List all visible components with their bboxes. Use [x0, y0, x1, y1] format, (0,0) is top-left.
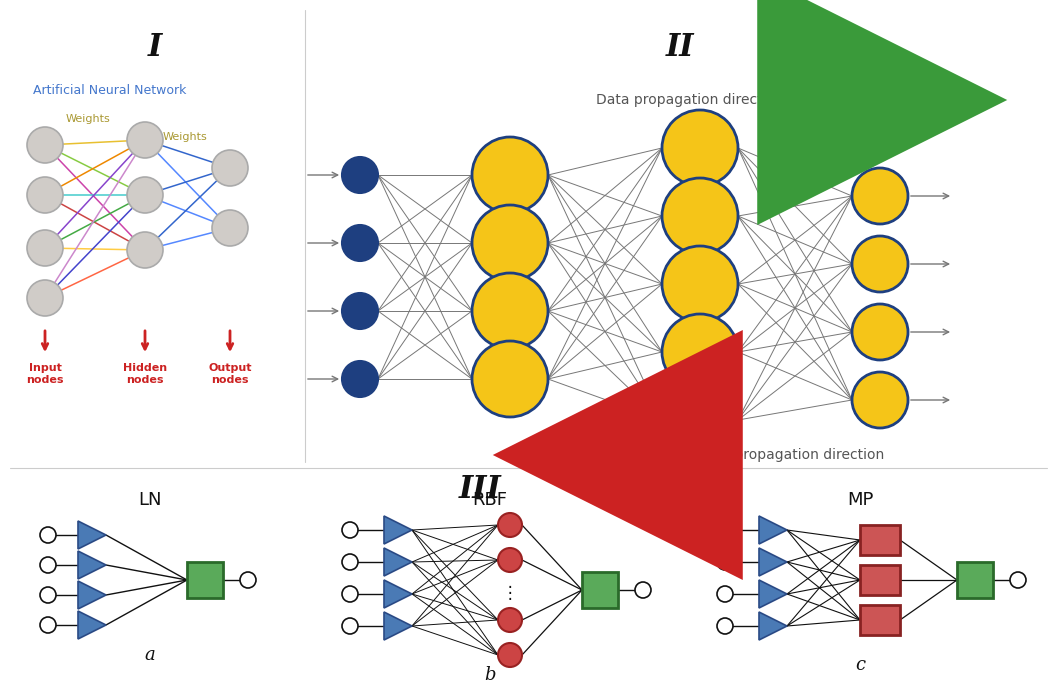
Polygon shape	[78, 551, 106, 579]
Circle shape	[662, 110, 738, 186]
Text: Weights: Weights	[163, 132, 207, 142]
Circle shape	[342, 586, 358, 602]
Polygon shape	[759, 580, 787, 608]
Circle shape	[662, 314, 738, 390]
Circle shape	[717, 586, 733, 602]
Circle shape	[635, 582, 651, 598]
Circle shape	[1010, 572, 1026, 588]
Circle shape	[472, 273, 548, 349]
Text: II: II	[666, 33, 694, 63]
Circle shape	[498, 513, 522, 537]
Polygon shape	[759, 548, 787, 576]
Circle shape	[342, 361, 378, 397]
Text: Error propagation direction: Error propagation direction	[696, 448, 884, 462]
Circle shape	[40, 527, 56, 543]
Polygon shape	[384, 548, 412, 576]
Circle shape	[498, 608, 522, 632]
Text: I: I	[148, 33, 162, 63]
Text: Data propagation direction: Data propagation direction	[596, 93, 784, 107]
Circle shape	[127, 232, 163, 268]
Polygon shape	[78, 611, 106, 639]
Circle shape	[342, 225, 378, 261]
Polygon shape	[384, 612, 412, 640]
Text: b: b	[484, 666, 496, 684]
Circle shape	[212, 210, 248, 246]
Text: MP: MP	[847, 491, 873, 509]
Text: Weights: Weights	[66, 114, 110, 124]
Circle shape	[127, 122, 163, 158]
Circle shape	[27, 127, 63, 163]
Circle shape	[342, 293, 378, 329]
Circle shape	[27, 230, 63, 266]
Circle shape	[662, 178, 738, 254]
Circle shape	[27, 280, 63, 316]
Circle shape	[717, 618, 733, 634]
Circle shape	[40, 587, 56, 603]
Circle shape	[498, 643, 522, 667]
Circle shape	[662, 382, 738, 458]
Text: ⋮: ⋮	[502, 584, 518, 602]
Text: a: a	[145, 646, 155, 664]
Circle shape	[472, 205, 548, 281]
Circle shape	[717, 554, 733, 570]
Bar	[957, 562, 993, 598]
Text: RBF: RBF	[472, 491, 507, 509]
Bar	[860, 605, 900, 635]
Polygon shape	[78, 521, 106, 549]
Circle shape	[852, 236, 908, 292]
Text: c: c	[855, 656, 865, 674]
Polygon shape	[759, 516, 787, 544]
Circle shape	[662, 246, 738, 322]
Polygon shape	[759, 612, 787, 640]
Circle shape	[717, 522, 733, 538]
Circle shape	[852, 372, 908, 428]
Text: III: III	[459, 475, 501, 505]
Circle shape	[127, 177, 163, 213]
Bar	[860, 525, 900, 555]
Circle shape	[212, 150, 248, 186]
Text: Input
nodes: Input nodes	[26, 363, 63, 384]
Circle shape	[40, 617, 56, 633]
Circle shape	[342, 554, 358, 570]
Bar	[860, 565, 900, 595]
Text: LN: LN	[138, 491, 162, 509]
Circle shape	[240, 572, 256, 588]
Circle shape	[342, 522, 358, 538]
Text: Artificial Neural Network: Artificial Neural Network	[34, 83, 187, 97]
Circle shape	[472, 341, 548, 417]
Text: Output
nodes: Output nodes	[208, 363, 252, 384]
Circle shape	[498, 548, 522, 572]
Circle shape	[472, 137, 548, 213]
Bar	[582, 572, 618, 608]
Circle shape	[342, 618, 358, 634]
Circle shape	[852, 168, 908, 224]
Polygon shape	[384, 580, 412, 608]
Bar	[187, 562, 223, 598]
Circle shape	[40, 557, 56, 573]
Circle shape	[852, 304, 908, 360]
Circle shape	[27, 177, 63, 213]
Text: Hidden
nodes: Hidden nodes	[123, 363, 167, 384]
Circle shape	[342, 157, 378, 193]
Polygon shape	[78, 581, 106, 609]
Polygon shape	[384, 516, 412, 544]
